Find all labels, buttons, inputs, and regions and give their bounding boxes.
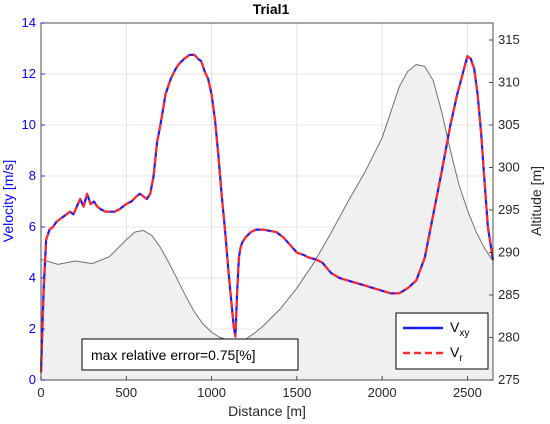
left-tick-label-8: 8	[29, 168, 36, 183]
x-tick-label-2500: 2500	[453, 385, 482, 400]
right-tick-label-275: 275	[498, 372, 520, 387]
left-tick-label-14: 14	[22, 15, 36, 30]
left-tick-label-0: 0	[29, 372, 36, 387]
x-tick-label-0: 0	[37, 385, 44, 400]
x-axis-label: Distance [m]	[228, 403, 306, 419]
x-tick-label-1500: 1500	[282, 385, 311, 400]
legend-label-vxy: Vxy	[450, 319, 469, 339]
legend: Vxy Vr	[395, 312, 489, 370]
right-tick-label-300: 300	[498, 160, 520, 175]
x-tick-label-1000: 1000	[197, 385, 226, 400]
left-tick-label-12: 12	[22, 66, 36, 81]
chart-title: Trial1	[253, 1, 290, 17]
left-tick-label-6: 6	[29, 219, 36, 234]
right-y-axis-label: Altitude [m]	[528, 166, 544, 236]
right-tick-label-310: 310	[498, 75, 520, 90]
right-tick-label-295: 295	[498, 202, 520, 217]
right-tick-label-315: 315	[498, 32, 520, 47]
right-y-axis: 275 280 285 290 295 300 305 310 315	[489, 32, 520, 387]
left-y-axis: 0 2 4 6 8 10 12 14	[22, 15, 45, 387]
right-tick-label-280: 280	[498, 330, 520, 345]
left-tick-label-2: 2	[29, 321, 36, 336]
left-tick-label-10: 10	[22, 117, 36, 132]
series-line-vr	[39, 53, 495, 373]
altitude-layer	[40, 64, 494, 380]
legend-label-vr: Vr	[450, 344, 463, 364]
plot-frame	[40, 22, 494, 381]
right-tick-label-290: 290	[498, 245, 520, 260]
x-tick-label-2000: 2000	[368, 385, 397, 400]
left-tick-label-4: 4	[29, 270, 36, 285]
right-tick-label-285: 285	[498, 287, 520, 302]
altitude-area	[41, 64, 493, 380]
left-y-axis-label: Velocity [m/s]	[0, 160, 16, 242]
x-axis: 0 500 1000 1500 2000 2500	[37, 376, 482, 400]
annotation-text: max relative error=0.75[%]	[91, 347, 256, 363]
annotation-box: max relative error=0.75[%]	[81, 338, 299, 371]
x-tick-label-500: 500	[115, 385, 137, 400]
velocity-lines	[39, 53, 495, 373]
right-tick-label-305: 305	[498, 117, 520, 132]
altitude-line	[40, 64, 494, 342]
